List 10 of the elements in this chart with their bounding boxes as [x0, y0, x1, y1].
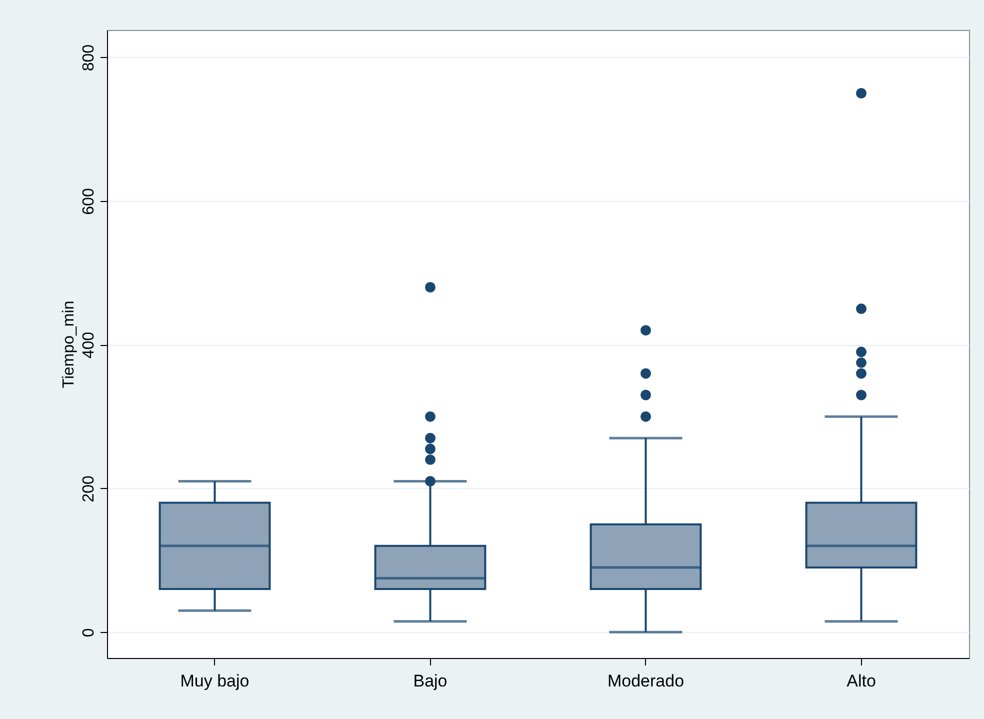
x-tick-label: Bajo: [413, 672, 448, 690]
y-tick-label: 800: [80, 44, 98, 72]
x-tick-label: Muy bajo: [180, 672, 250, 690]
y-axis-title: Tiempo_min: [60, 300, 78, 388]
y-tick-label: 400: [80, 332, 98, 359]
x-tick-label: Alto: [846, 672, 876, 690]
y-tick-label: 200: [80, 475, 98, 502]
x-tick-label: Moderado: [607, 672, 684, 690]
y-tick-label: 600: [80, 188, 98, 215]
y-tick-label: 0: [80, 628, 98, 638]
